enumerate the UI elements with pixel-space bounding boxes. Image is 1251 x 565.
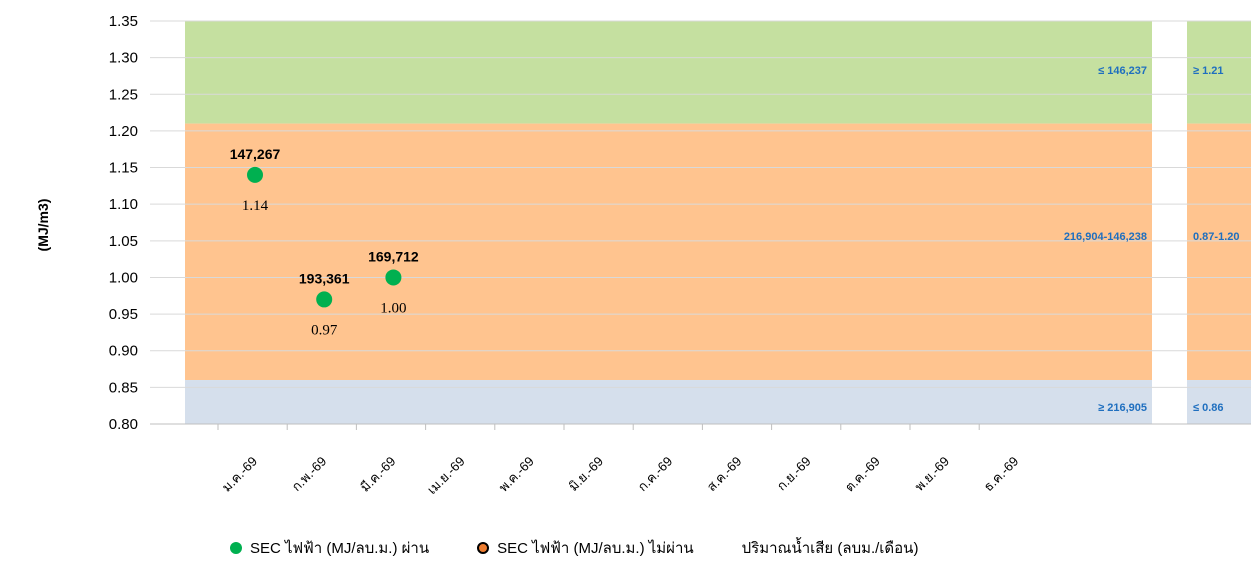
legend-item-fail: SEC ไฟฟ้า (MJ/ลบ.ม.) ไม่ผ่าน	[477, 536, 694, 560]
y-tick-label-5: 1.10	[109, 196, 138, 213]
data-label-sec-1: 0.97	[311, 322, 338, 338]
band-label-wastewater-0: ≤ 146,237	[1098, 65, 1147, 77]
band-label-sec-2: ≤ 0.86	[1193, 402, 1224, 414]
data-label-wastewater-0: 147,267	[230, 146, 281, 162]
y-tick-label-0: 1.35	[109, 13, 138, 30]
x-tick-label-5: มิ.ย.-69	[566, 454, 606, 494]
band-main-2	[185, 380, 1152, 424]
y-tick-label-11: 0.80	[109, 416, 138, 433]
legend-item-pass: SEC ไฟฟ้า (MJ/ลบ.ม.) ผ่าน	[230, 536, 429, 560]
y-axis-ticks: 1.35 1.30 1.25 1.20 1.15 1.10 1.05 1.00 0.95 0.90…	[109, 13, 138, 433]
x-tick-label-10: พ.ย.-69	[912, 454, 952, 494]
y-axis-label: (MJ/m3)	[35, 199, 51, 252]
legend-marker-fail	[477, 542, 490, 554]
data-point-1	[316, 291, 333, 308]
band-label-wastewater-2: ≥ 216,905	[1098, 402, 1147, 414]
gridlines	[150, 20, 1251, 388]
y-tick-label-7: 1.00	[109, 269, 138, 286]
y-tick-label-10: 0.85	[109, 379, 138, 396]
data-point-0	[247, 166, 263, 183]
x-axis-ticks: ม.ค.-69 ก.พ.-69 มี.ค.-69 เม.ย.-69 พ.ค.-69 มิ.…	[217, 424, 1022, 498]
legend: SEC ไฟฟ้า (MJ/ลบ.ม.) ผ่าน SEC ไฟฟ้า (MJ/…	[230, 538, 966, 558]
data-label-wastewater-1: 193,361	[299, 270, 350, 286]
y-tick-label-2: 1.25	[109, 86, 138, 103]
band-label-sec-0: ≥ 1.21	[1193, 65, 1224, 77]
y-tick-label-6: 1.05	[109, 233, 138, 250]
data-label-sec-2: 1.00	[380, 300, 406, 316]
y-tick-label-1: 1.30	[109, 50, 138, 67]
data-points: 147,267 1.14 193,361 0.97 169,712 1.00	[230, 146, 419, 339]
legend-label-pass: SEC ไฟฟ้า (MJ/ลบ.ม.) ผ่าน	[250, 540, 430, 557]
y-tick-label-4: 1.15	[109, 160, 138, 177]
band-label-sec-1: 0.87-1.20	[1193, 231, 1239, 243]
data-point-2	[385, 269, 402, 286]
legend-item-wastewater: ปริมาณน้ำเสีย (ลบม./เดือน)	[742, 536, 919, 560]
threshold-bands	[185, 21, 1251, 424]
y-tick-label-3: 1.20	[109, 123, 138, 140]
x-tick-label-4: พ.ค.-69	[496, 454, 537, 495]
legend-marker-pass	[230, 542, 242, 554]
band-main-1	[185, 123, 1152, 381]
x-tick-label-1: ก.พ.-69	[289, 454, 330, 495]
legend-label-fail: SEC ไฟฟ้า (MJ/ลบ.ม.) ไม่ผ่าน	[497, 540, 694, 557]
x-tick-label-0: ม.ค.-69	[219, 454, 260, 495]
data-label-wastewater-2: 169,712	[368, 248, 419, 264]
x-tick-label-8: ก.ย.-69	[774, 454, 814, 494]
band-label-wastewater-1: 216,904-146,238	[1064, 231, 1147, 243]
x-tick-label-9: ต.ค.-69	[842, 454, 883, 495]
band-labels: ≤ 146,237 ≥ 1.21 216,904-146,238 0.87-1.20 ≥…	[1064, 65, 1240, 414]
x-tick-label-11: ธ.ค.-69	[981, 454, 1022, 495]
legend-label-wastewater: ปริมาณน้ำเสีย (ลบม./เดือน)	[741, 540, 919, 557]
x-tick-label-6: ก.ค.-69	[635, 454, 676, 495]
data-label-sec-0: 1.14	[242, 198, 269, 214]
x-tick-label-2: มี.ค.-69	[357, 454, 398, 495]
band-secondary-1	[1187, 123, 1251, 381]
x-tick-label-3: เม.ย.-69	[424, 454, 468, 498]
y-tick-label-8: 0.95	[109, 306, 138, 323]
band-main-0	[185, 21, 1152, 124]
band-secondary-0	[1187, 21, 1251, 124]
x-tick-label-7: ส.ค.-69	[704, 454, 745, 495]
y-tick-label-9: 0.90	[109, 343, 138, 360]
